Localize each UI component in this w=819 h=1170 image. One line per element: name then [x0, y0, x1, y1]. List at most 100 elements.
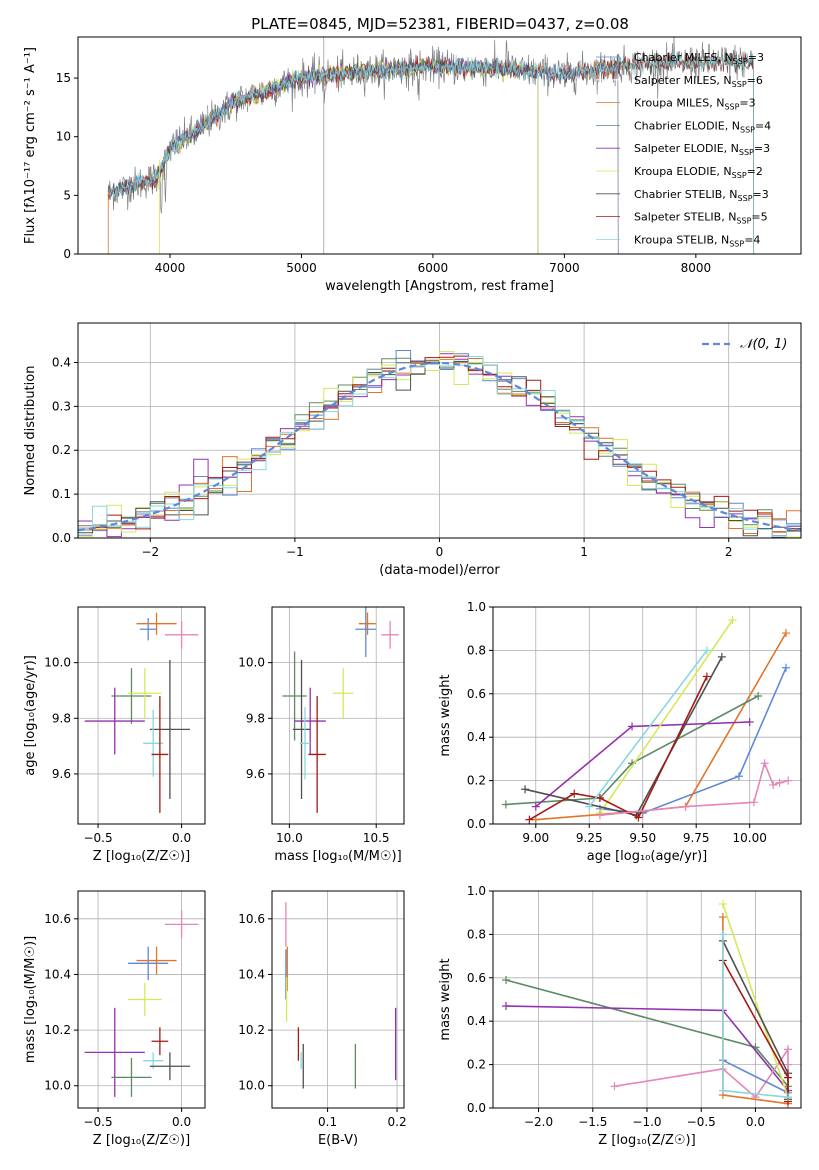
error-bar-point — [332, 668, 354, 719]
x-axis-label: Z [log₁₀(Z/Z☉)] — [598, 1133, 695, 1148]
y-tick-label: 0.8 — [467, 927, 486, 941]
y-tick-label: 10.0 — [238, 656, 265, 670]
weight-marker — [628, 722, 637, 731]
weight-marker — [718, 1086, 727, 1095]
error-bar-point — [136, 946, 177, 975]
error-bar-point — [299, 707, 311, 780]
weight-marker — [585, 802, 594, 811]
legend-entry: Kroupa STELIB, NSSP=4 — [634, 233, 760, 248]
legend-entry: Salpeter ELODIE, NSSP=3 — [634, 142, 770, 157]
plot-area — [285, 902, 397, 1089]
weight-line — [588, 649, 708, 808]
ebv-mass-panel: 0.1 0.2 10.0 10.2 10.4 10.6 E(B-V) — [238, 890, 407, 1148]
weight-marker — [775, 778, 784, 787]
y-tick-label: 10.0 — [238, 1079, 265, 1093]
legend-entry: Salpeter STELIB, NSSP=5 — [634, 211, 768, 226]
y-axis-label: age [log₁₀(age/yr)] — [23, 655, 38, 776]
y-tick-label: 0.1 — [52, 487, 71, 501]
legend-sub: SSP — [724, 103, 739, 112]
weight-marker — [502, 975, 511, 984]
legend-label: Kroupa MILES, N — [634, 97, 724, 110]
legend-label: Salpeter ELODIE, N — [634, 142, 739, 155]
y-tick-label: 0.4 — [467, 730, 486, 744]
weight-series — [595, 616, 737, 818]
weight-marker — [783, 1060, 792, 1069]
legend-entry: Kroupa MILES, NSSP=3 — [634, 97, 756, 112]
weight-marker — [728, 616, 737, 625]
legend-label: Salpeter MILES, N — [634, 74, 732, 87]
weight-marker — [760, 759, 769, 768]
axes-frame — [492, 606, 802, 825]
legend-suffix: =3 — [739, 97, 755, 110]
chart-title: PLATE=0845, MJD=52381, FIBERID=0437, z=0… — [251, 15, 629, 33]
x-axis-label: age [log₁₀(age/yr)] — [587, 849, 708, 864]
x-tick-label: 0.0 — [172, 831, 191, 845]
legend-sub: SSP — [740, 125, 755, 134]
legend-suffix: =3 — [753, 188, 769, 201]
plot-area — [502, 900, 792, 1108]
y-tick-label: 10.0 — [44, 656, 71, 670]
error-bar-point — [355, 607, 377, 658]
weight-marker — [681, 802, 690, 811]
error-bar-point — [111, 1057, 152, 1097]
y-tick-label: 10.4 — [238, 967, 265, 981]
legend-label: Chabrier MILES, N — [634, 51, 733, 64]
plot-area — [501, 616, 793, 824]
x-tick-label: 0.0 — [172, 1115, 191, 1129]
weight-line — [599, 667, 787, 814]
error-bar-point — [308, 696, 326, 813]
legend-entry: Chabrier ELODIE, NSSP=4 — [634, 119, 771, 134]
weight-marker — [754, 691, 763, 700]
x-tick-label: 4000 — [155, 261, 186, 275]
error-bar-point — [84, 1007, 145, 1097]
legend-sub: SSP — [739, 148, 754, 157]
model-spectrum — [107, 58, 619, 254]
y-tick-label: 5 — [63, 188, 71, 202]
model-spectrum — [107, 51, 755, 254]
legend-suffix: =2 — [747, 165, 763, 178]
error-bar-point — [164, 620, 199, 649]
x-tick-label: 0.2 — [388, 1115, 407, 1129]
error-bar-point — [151, 1027, 169, 1056]
plot-area — [84, 910, 199, 1097]
x-tick-label: 0.1 — [318, 1115, 337, 1129]
x-axis-label: Z [log₁₀(Z/Z☉)] — [93, 849, 190, 864]
legend-suffix: =4 — [755, 119, 771, 132]
x-tick-label: −1 — [286, 545, 304, 559]
legend-sub: SSP — [736, 217, 751, 226]
error-bar-point — [139, 618, 157, 641]
z-weight-panel: −2.0 −1.5 −1.0 −0.5 0.0 0.0 0.2 0.4 0.6 0.8 1.0 Z [… — [438, 884, 802, 1148]
weight-series — [585, 646, 711, 811]
legend-suffix: =3 — [748, 51, 764, 64]
plot-area — [282, 607, 399, 813]
y-axis-label: Flux [fλ10⁻¹⁷ erg cm⁻² s⁻¹ A⁻¹] — [23, 47, 38, 244]
axes-frame — [77, 606, 206, 825]
weight-marker — [525, 815, 534, 824]
weight-marker — [521, 785, 530, 794]
weight-marker — [782, 629, 791, 638]
weight-marker — [749, 798, 758, 807]
x-tick-label: 9.00 — [522, 831, 549, 845]
residual-histogram — [78, 355, 801, 533]
weight-marker — [595, 793, 604, 802]
weight-series — [718, 930, 792, 1102]
weight-marker — [783, 1093, 792, 1102]
legend-sub: SSP — [732, 171, 747, 180]
z-mass-panel: −0.5 0.0 10.0 10.2 10.4 10.6 Z [log₁₀(Z/Z☉)] ma… — [23, 890, 206, 1148]
y-tick-label: 9.8 — [52, 711, 71, 725]
weight-line — [535, 632, 787, 821]
legend-suffix: =6 — [747, 74, 763, 87]
weight-marker — [784, 776, 793, 785]
y-tick-label: 0.3 — [52, 399, 71, 413]
model-spectrum — [159, 58, 539, 254]
y-tick-label: 0.6 — [467, 687, 486, 701]
weight-marker — [501, 800, 510, 809]
z-age-panel: −0.5 0.0 9.6 9.8 10.0 Z [log₁₀(Z/Z☉)] age [log… — [23, 606, 206, 864]
y-tick-label: 0 — [63, 247, 71, 261]
error-bar-point — [84, 687, 145, 755]
weight-marker — [718, 900, 727, 909]
error-bar-point — [294, 687, 326, 755]
